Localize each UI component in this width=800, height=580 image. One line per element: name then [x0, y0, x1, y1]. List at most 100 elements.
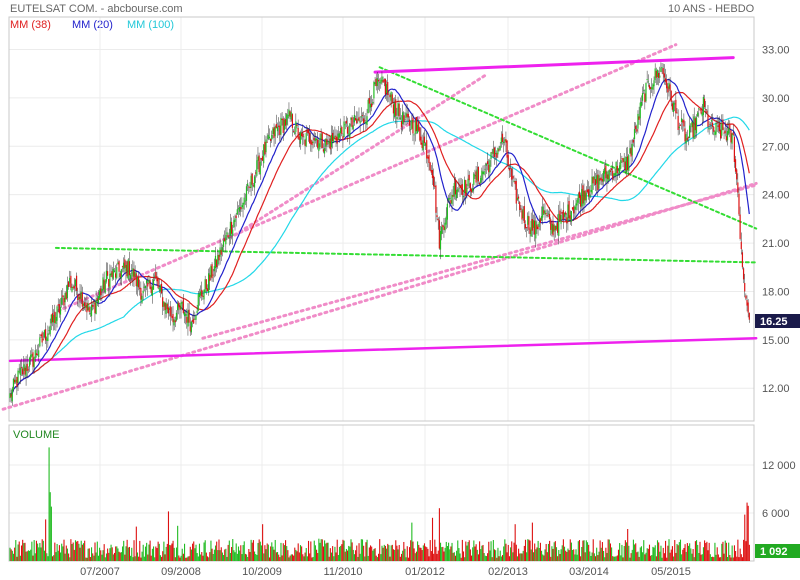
candle-body	[691, 121, 693, 128]
candle-body	[197, 294, 199, 311]
volume-bar	[694, 541, 696, 561]
candle-body	[689, 125, 691, 139]
candle-body	[40, 334, 42, 337]
volume-bar	[465, 541, 467, 561]
volume-bar	[685, 551, 687, 561]
volume-bar	[319, 542, 321, 561]
volume-bar	[143, 556, 145, 561]
candle-body	[54, 311, 56, 323]
volume-bar	[155, 546, 157, 561]
candle-body	[294, 132, 296, 134]
candle-body	[291, 114, 294, 128]
volume-bar	[49, 492, 51, 561]
volume-bar	[218, 539, 220, 561]
volume-bar	[687, 545, 690, 561]
volume-bar	[497, 547, 499, 561]
candle-body	[208, 273, 210, 293]
candle-body	[63, 297, 65, 306]
volume-bar	[596, 547, 598, 561]
candle-body	[251, 173, 253, 185]
volume-bar	[452, 552, 454, 561]
candle-body	[523, 205, 525, 224]
candle-body	[551, 223, 553, 234]
volume-bar	[65, 545, 67, 561]
volume-bar	[102, 550, 104, 561]
volume-bar	[669, 552, 671, 561]
volume-bar	[399, 556, 401, 561]
volume-bar	[53, 555, 55, 561]
volume-bar	[197, 556, 199, 561]
candle-body	[170, 306, 172, 317]
candle-body	[121, 266, 124, 267]
volume-bar	[405, 557, 407, 561]
volume-bar	[138, 556, 140, 561]
candle-body	[457, 189, 459, 192]
volume-bar	[698, 552, 700, 561]
volume-bar	[88, 548, 90, 561]
volume-bar	[573, 549, 575, 561]
volume-bar	[600, 547, 602, 561]
candle-body	[102, 277, 104, 291]
candle-body	[676, 112, 678, 114]
volume-bar	[738, 557, 740, 561]
candle-body	[695, 117, 698, 134]
volume-bar	[348, 545, 350, 561]
volume-bar	[276, 552, 279, 561]
candle-body	[617, 173, 620, 175]
candle-body	[559, 210, 561, 222]
volume-bar	[254, 551, 256, 561]
candle-body	[71, 286, 73, 292]
volume-bar	[562, 539, 564, 561]
volume-bar	[565, 550, 567, 561]
candle-body	[435, 185, 437, 213]
volume-bar	[537, 540, 539, 561]
volume-bar	[402, 550, 404, 561]
candle-body	[461, 184, 463, 196]
candle-body	[146, 280, 148, 284]
volume-bar	[309, 553, 311, 561]
candle-body	[156, 276, 158, 282]
volume-bar	[132, 557, 134, 561]
volume-bar	[629, 557, 631, 561]
volume-bar	[130, 555, 132, 561]
candle-body	[530, 220, 532, 237]
volume-bar	[219, 550, 221, 561]
volume-bar	[713, 557, 715, 561]
volume-tick-label: 6 000	[762, 508, 790, 520]
volume-bar	[116, 546, 118, 561]
candle-body	[604, 167, 606, 174]
candle-body	[574, 206, 576, 210]
volume-bar	[356, 545, 358, 561]
volume-bar	[338, 546, 341, 561]
candle-body	[367, 99, 369, 114]
candle-body	[529, 229, 531, 235]
volume-bar	[549, 540, 551, 561]
candle-body	[576, 200, 578, 206]
volume-bar	[204, 540, 206, 561]
volume-bar	[156, 548, 158, 561]
volume-bar	[534, 543, 536, 561]
volume-grid	[9, 425, 754, 561]
volume-bar	[333, 556, 335, 561]
candle-body	[698, 108, 700, 110]
candle-body	[475, 171, 477, 183]
candle-body	[44, 329, 47, 341]
volume-bar	[535, 549, 537, 561]
candle-body	[607, 174, 609, 180]
volume-bar	[605, 547, 607, 561]
volume-bar	[693, 557, 695, 561]
candle-body	[640, 101, 642, 106]
volume-bar	[529, 540, 531, 561]
candle-body	[406, 113, 408, 117]
volume-bar	[446, 546, 448, 561]
candle-body	[128, 261, 130, 276]
volume-bar	[316, 549, 318, 561]
volume-bar	[663, 553, 665, 561]
candle-body	[288, 109, 290, 116]
volume-bar	[491, 557, 493, 561]
candle-body	[630, 147, 632, 157]
candle-body	[508, 167, 510, 171]
candle-body	[438, 220, 440, 249]
volume-bar	[264, 545, 266, 561]
candle-body	[495, 152, 497, 155]
